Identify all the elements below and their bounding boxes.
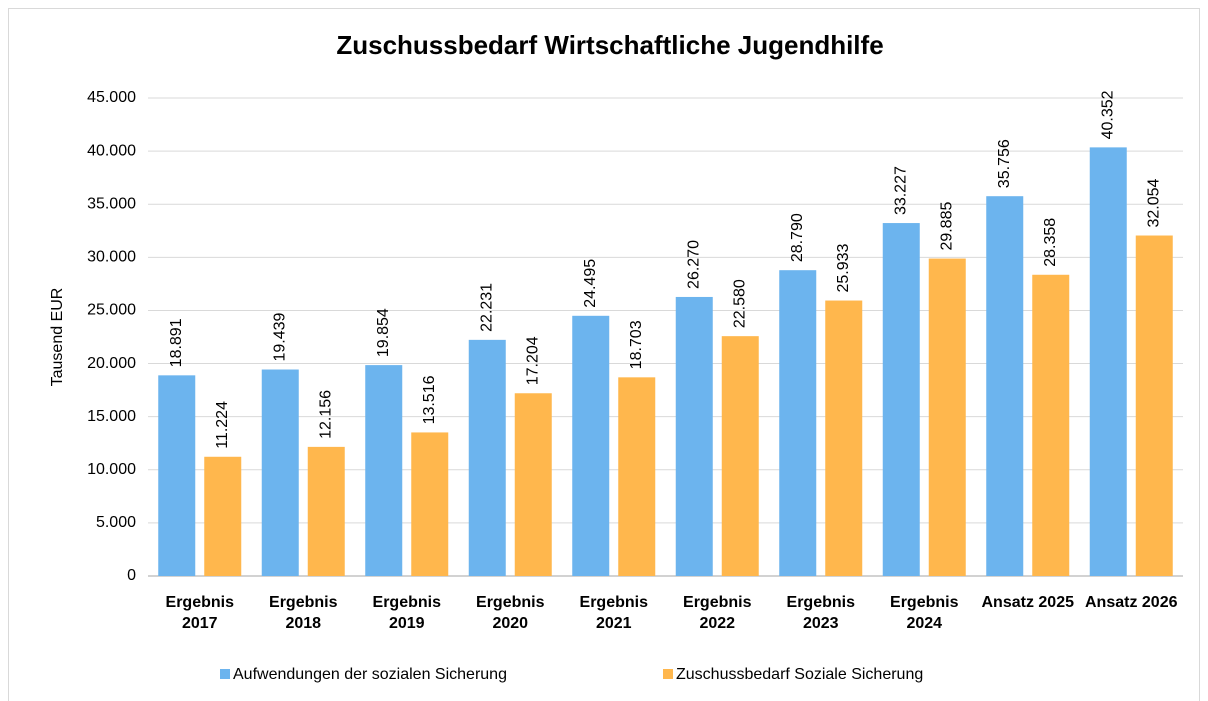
bar	[158, 375, 196, 576]
y-tick-label: 25.000	[87, 302, 136, 319]
chart-title: Zuschussbedarf Wirtschaftliche Jugendhil…	[336, 30, 883, 60]
bar	[411, 432, 449, 576]
bar	[261, 369, 299, 576]
bar	[204, 456, 242, 576]
bar	[572, 315, 610, 576]
bar	[468, 339, 506, 576]
bar	[1032, 274, 1070, 576]
bar	[721, 336, 759, 576]
y-tick-label: 0	[127, 567, 136, 584]
bar	[825, 300, 863, 576]
value-label: 26.270	[685, 240, 702, 289]
value-label: 28.790	[789, 213, 806, 262]
y-tick-label: 45.000	[87, 89, 136, 106]
y-tick-label: 35.000	[87, 195, 136, 212]
y-tick-label: 15.000	[87, 408, 136, 425]
x-tick-label: Ergebnis 2021	[579, 594, 648, 632]
y-tick-label: 5.000	[96, 514, 136, 531]
value-label: 19.854	[375, 308, 392, 357]
chart-frame	[8, 8, 1200, 701]
legend-label: Aufwendungen der sozialen Sicherung	[233, 666, 507, 683]
value-label: 24.495	[582, 259, 599, 308]
value-label: 28.358	[1042, 218, 1059, 267]
value-label: 12.156	[317, 390, 334, 439]
x-tick-label: Ansatz 2026	[1085, 594, 1178, 611]
value-label: 13.516	[421, 375, 438, 424]
legend-swatch	[663, 669, 673, 679]
bar	[365, 365, 403, 576]
value-label: 25.933	[835, 243, 852, 292]
x-tick-label: Ansatz 2025	[981, 594, 1075, 611]
value-label: 22.580	[731, 279, 748, 328]
x-tick-label: Ergebnis 2022	[683, 594, 752, 632]
y-tick-label: 30.000	[87, 249, 136, 266]
value-label: 18.891	[168, 318, 185, 367]
bar	[514, 393, 552, 576]
value-label: 11.224	[214, 401, 231, 449]
value-label: 29.885	[938, 202, 955, 251]
bar	[986, 196, 1024, 576]
legend-label: Zuschussbedarf Soziale Sicherung	[676, 666, 923, 683]
bar	[1089, 147, 1127, 577]
value-label: 40.352	[1099, 90, 1116, 139]
y-axis-label: Tausend EUR	[49, 288, 66, 387]
value-label: 22.231	[478, 283, 495, 332]
x-tick-label: Ergebnis 2023	[786, 594, 855, 632]
x-tick-label: Ergebnis 2017	[165, 594, 234, 632]
legend-swatch	[220, 669, 230, 679]
bar	[1135, 235, 1173, 576]
x-tick-label: Ergebnis 2020	[476, 594, 545, 632]
y-tick-label: 40.000	[87, 142, 136, 159]
x-tick-label: Ergebnis 2019	[372, 594, 441, 632]
bar	[779, 270, 817, 576]
bar	[675, 296, 713, 576]
x-tick-label: Ergebnis 2018	[269, 594, 338, 632]
value-label: 35.756	[996, 139, 1013, 188]
value-label: 19.439	[271, 312, 288, 361]
value-label: 32.054	[1145, 178, 1162, 227]
y-tick-label: 20.000	[87, 355, 136, 372]
bar	[882, 223, 920, 576]
value-label: 33.227	[892, 166, 909, 215]
y-tick-label: 10.000	[87, 461, 136, 478]
bar	[618, 377, 656, 576]
value-label: 18.703	[628, 320, 645, 369]
value-label: 17.204	[524, 336, 541, 385]
bar	[928, 258, 966, 576]
bar	[307, 446, 345, 576]
x-tick-label: Ergebnis 2024	[890, 594, 959, 632]
